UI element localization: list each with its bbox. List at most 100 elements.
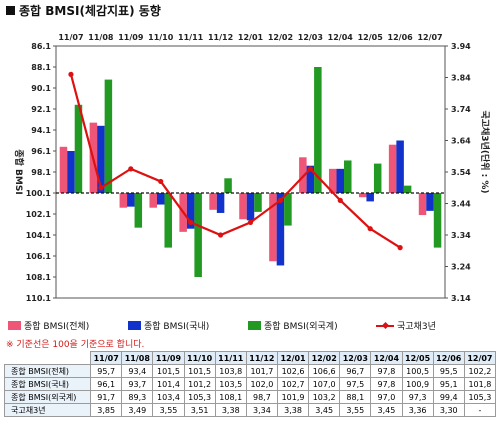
table-header-cell: 12/02 [308,351,341,365]
legend-item: 국고채3년 [376,319,436,332]
bar [209,193,217,210]
bar [284,193,292,226]
plot-area [55,45,446,299]
table-cell: 3,38 [276,403,310,417]
table-cell: 101,9 [276,390,310,404]
table-header-cell: 11/09 [152,351,185,365]
table-cell: 88,1 [339,390,372,404]
table-cell: 100,5 [401,364,434,378]
table-cell: 102,6 [276,364,310,378]
table-cell: 3,30 [432,403,465,417]
x-tick-label: 12/05 [358,33,384,42]
legend-label: 종합 BMSI(전체) [24,322,90,332]
table-cell: 101,5 [183,364,216,378]
bar [224,178,232,193]
y-tick-label: 100.1 [26,189,52,198]
bar [74,104,83,193]
table-cell: 101,5 [152,364,185,378]
bar [269,193,277,262]
x-tick-label: 12/03 [298,33,323,42]
y-tick-label: 90.1 [31,84,51,93]
bar [67,151,75,193]
y2-tick-label: 3.14 [451,294,471,303]
table-cell: 102,7 [276,377,310,391]
bar [388,144,397,193]
table-header-cell: 11/07 [90,351,123,365]
bar [403,185,412,193]
y2-tick-label: 3.34 [451,231,471,240]
x-tick-label: 12/06 [388,33,414,42]
bar [164,193,172,248]
bar [396,140,404,193]
table-cell: 3,51 [183,403,216,417]
table-corner [4,351,91,365]
table-row-label: 국고채3년 [3,403,92,417]
table-row: 종합 BMSI(전체) 95,7 93,4 101,5 101,5 103,8 101,7 1… [3,364,497,378]
bar [344,160,352,193]
table-cell: 96,7 [339,364,372,378]
y-tick-label: 96.1 [31,147,51,156]
table-cell: 103,5 [214,377,247,391]
bmsi-chart: 86.1 88.1 90.1 92.1 94.1 96.1 98.1 100.1 102.1 10… [13,33,491,303]
y-tick-label: 104.1 [26,231,52,240]
rate-line [69,74,401,249]
y-axis-title: 종합 BMSI [13,149,25,194]
table-row: 종합 BMSI(외국계) 91,7 89,3 103,4 105,3 108,1 98,7 1… [3,390,497,404]
title-text: 종합 BMSI(체감지표) 동향 [19,4,161,18]
table-cell: 3,34 [245,403,278,417]
rate-point [367,226,373,232]
table-cell: 3,36 [401,403,434,417]
y-tick-label: 86.1 [31,42,51,51]
bar [216,193,225,213]
bar [97,125,105,193]
x-tick-label: 11/07 [58,33,83,42]
table-cell: 91,7 [90,390,123,404]
y2-tick-label: 3.44 [451,200,471,209]
x-tick-label: 12/01 [238,33,264,42]
table-header-cell: 11/12 [245,351,278,365]
table-cell: 101,7 [245,364,278,378]
bar [254,193,262,212]
y-tick-label: 98.1 [31,168,51,177]
table-body: 종합 BMSI(전체) 95,7 93,4 101,5 101,5 103,8 101,7 1… [3,364,497,417]
page-title: 종합 BMSI(체감지표) 동향 [6,2,161,19]
table-row-label: 종합 BMSI(전체) [3,364,92,378]
bar [246,193,255,221]
table-header-cell: 12/05 [401,351,434,365]
table-cell: 3,45 [308,403,341,417]
table-header-cell: 12/01 [276,351,310,365]
bar [366,193,374,202]
bar [186,193,195,229]
y-tick-label: 92.1 [31,105,51,114]
bar [314,67,322,193]
legend-item: 종합 BMSI(전체) [8,319,89,332]
table-cell: 97,8 [370,364,403,378]
rate-point [128,166,134,172]
table-row: 종합 BMSI(국내) 96,1 93,7 101,4 101,2 103,5 102,0 1… [3,377,497,391]
baseline-note: ※ 기준선은 100을 기준으로 합니다. [6,340,145,350]
table-cell: 95,7 [90,364,123,378]
table-cell: 103,4 [152,390,185,404]
color-swatch [128,321,141,330]
table-cell: 97,5 [339,377,372,391]
legend-item: 종합 BMSI(국내) [128,319,209,332]
table-cell: 3,49 [121,403,154,417]
table-cell: 3,55 [152,403,185,417]
legend-label: 종합 BMSI(국내) [144,322,210,332]
bar [134,193,143,228]
bar [358,193,367,198]
bar [104,79,113,193]
table-cell: 100,9 [401,377,434,391]
table-cell: 95,1 [432,377,465,391]
y-tick-label: 94.1 [31,126,51,135]
bar [239,193,247,220]
rate-point [247,219,254,225]
bar [149,193,157,208]
x-tick-label: 12/07 [417,33,442,42]
table-cell: 3,55 [339,403,372,417]
bar [194,193,202,277]
bar [127,193,135,207]
bar [59,146,68,193]
table-cell: 103,2 [308,390,341,404]
table-cell: 107,0 [308,377,341,391]
